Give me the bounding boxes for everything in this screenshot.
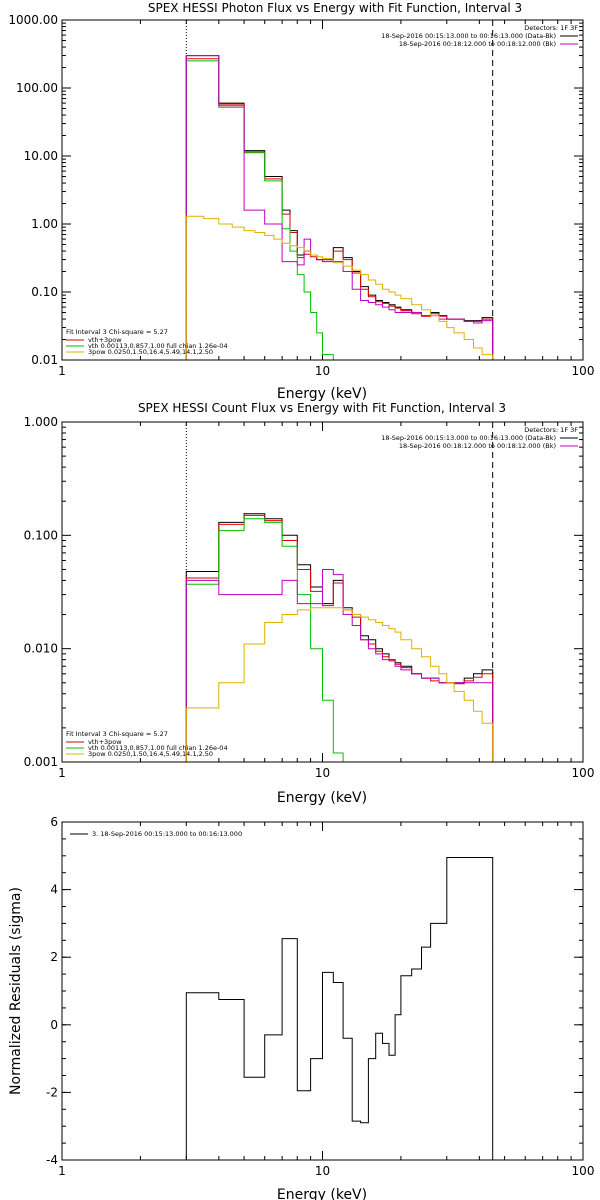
panel2-fit-entry-total: vth+3pow [88, 738, 122, 746]
spectrum-series-line [185, 514, 494, 762]
panel1-plot-area: 1 10 100 0.01 0.10 1.00 10.00 100.00 1000.00 [8, 13, 594, 378]
y-tick-label: -4 [46, 1153, 58, 1167]
spectrum-series-line [185, 215, 494, 360]
y-tick-label: 0.001 [24, 755, 58, 769]
panel3-legend-entry: 3. 18-Sep-2016 00:15:13.000 to 00:16:13.… [92, 830, 242, 838]
panel1-legend-entry-bk: 18-Sep-2016 00:18:12.000 to 00:18:12.000… [399, 40, 556, 48]
panel3-frame [61, 821, 584, 1161]
spectrum-series-line [185, 55, 494, 360]
panel1-legend-right: Detectors: 1F 3F 18-Sep-2016 00:15:13.00… [381, 24, 578, 48]
panel2-legend-entry-data: 18-Sep-2016 00:15:13.000 to 00:16:13.000… [381, 434, 556, 442]
y-tick-label: 1000.00 [8, 13, 58, 27]
x-tick-label: 1 [58, 364, 66, 378]
panel2-legend-header: Detectors: 1F 3F [524, 426, 578, 434]
x-tick-label: 1 [58, 1164, 66, 1178]
y-tick-label: 10.00 [24, 149, 58, 163]
y-tick-label: 0.01 [31, 353, 58, 367]
panel1-fit-entry-vth: vth 0.00113,0.857,1.00 full chian 1.26e-… [88, 342, 228, 350]
panel1-legend-entry-data: 18-Sep-2016 00:15:13.000 to 00:16:13.000… [381, 32, 556, 40]
panel1-legend-left: Fit Interval 3 Chi-square = 5.27 vth+3po… [66, 328, 228, 356]
panel2-legend-right: Detectors: 1F 3F 18-Sep-2016 00:15:13.00… [381, 426, 578, 450]
panel1-fit-entry-total: vth+3pow [88, 336, 122, 344]
y-tick-label: -2 [46, 1085, 58, 1099]
x-tick-label: 10 [315, 1164, 330, 1178]
panel3-xlabel: Energy (keV) [277, 1187, 367, 1200]
y-tick-label: 2 [50, 950, 58, 964]
panel1-fit-entry-3pow: 3pow 0.0250,1.50,16.4,5.49,14.1,2.50 [88, 348, 213, 356]
y-tick-label: 100.00 [16, 81, 58, 95]
panel2-title: SPEX HESSI Count Flux vs Energy with Fit… [138, 401, 506, 415]
panel2-legend-left: Fit Interval 3 Chi-square = 5.27 vth+3po… [66, 730, 228, 758]
spectrum-series-line [185, 58, 494, 360]
x-tick-label: 10 [315, 364, 330, 378]
count-flux-panel: SPEX HESSI Count Flux vs Energy with Fit… [24, 401, 595, 806]
panel2-xlabel: Energy (keV) [277, 790, 367, 806]
spectrum-series-line [185, 513, 494, 762]
y-tick-label: 1.00 [31, 217, 58, 231]
panel2-legend-entry-bk: 18-Sep-2016 00:18:12.000 to 00:18:12.000… [399, 442, 556, 450]
y-tick-label: 0.100 [24, 528, 58, 542]
x-tick-label: 100 [572, 364, 595, 378]
spectrum-series-line [185, 569, 494, 762]
y-tick-label: 6 [50, 815, 58, 829]
y-tick-label: 0 [50, 1018, 58, 1032]
x-tick-label: 100 [572, 766, 595, 780]
panel1-title: SPEX HESSI Photon Flux vs Energy with Fi… [148, 1, 522, 15]
panel1-fit-header: Fit Interval 3 Chi-square = 5.27 [66, 328, 168, 336]
spectrum-series-line [185, 518, 493, 763]
panel1-frame [61, 19, 584, 361]
y-tick-label: 4 [50, 883, 58, 897]
panel1-xlabel: Energy (keV) [277, 386, 367, 402]
panel3-ylabel: Normalized Residuals (sigma) [8, 887, 24, 1095]
panel2-fit-entry-vth: vth 0.00113,0.857,1.00 full chian 1.26e-… [88, 744, 228, 752]
photon-flux-panel: SPEX HESSI Photon Flux vs Energy with Fi… [8, 1, 594, 402]
spectrum-series-line [185, 857, 494, 1160]
y-tick-label: 1.000 [24, 415, 58, 429]
x-tick-label: 1 [58, 766, 66, 780]
panel3-legend: 3. 18-Sep-2016 00:15:13.000 to 00:16:13.… [70, 830, 242, 838]
residuals-panel: 1 10 100 -4 -2 0 2 4 6 3. 18-Sep-2016 00:15:13.0… [8, 815, 594, 1200]
panel2-fit-entry-3pow: 3pow 0.0250,1.50,16.4,5.49,14.1,2.50 [88, 750, 213, 758]
y-tick-label: 0.010 [24, 642, 58, 656]
panel1-legend-header: Detectors: 1F 3F [524, 24, 578, 32]
y-tick-label: 0.10 [31, 285, 58, 299]
x-tick-label: 10 [315, 766, 330, 780]
panel2-plot-area: 1 10 100 0.001 0.010 0.100 1.000 [24, 415, 595, 780]
spectrum-series-line [185, 607, 494, 762]
panel2-fit-header: Fit Interval 3 Chi-square = 5.27 [66, 730, 168, 738]
spectrum-series-line [185, 55, 494, 360]
panel3-plot-area: 1 10 100 -4 -2 0 2 4 6 [46, 815, 594, 1178]
panel2-frame [61, 421, 584, 763]
x-tick-label: 100 [572, 1164, 595, 1178]
